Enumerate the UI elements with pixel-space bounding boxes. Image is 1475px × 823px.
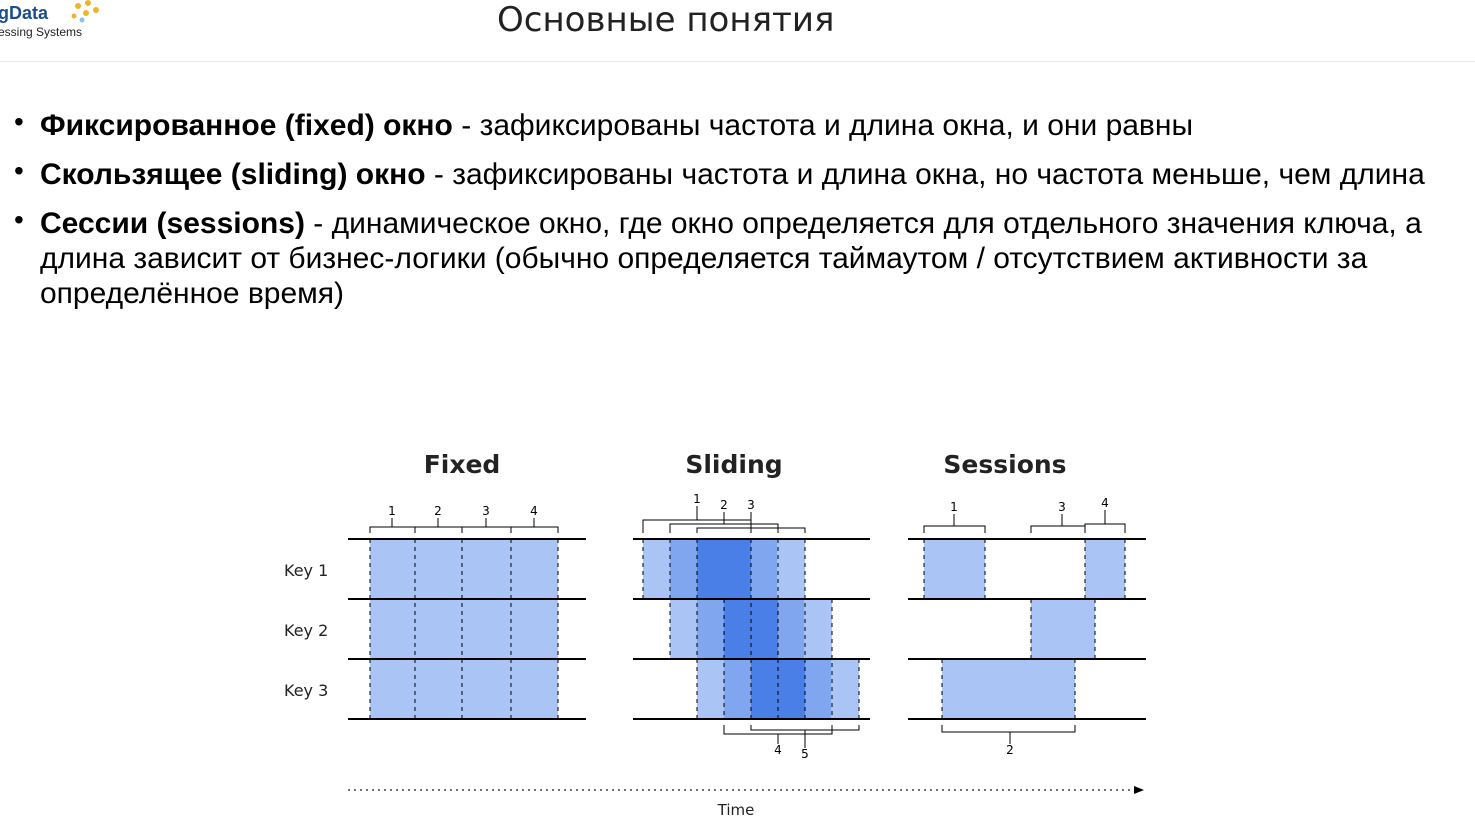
panel-title-sessions: Sessions (943, 450, 1066, 479)
bullet-separator: - (304, 207, 332, 240)
session-window (1085, 539, 1125, 599)
window-label: 2 (1006, 743, 1014, 757)
logo-brand: gData (0, 3, 49, 23)
session-window (924, 539, 985, 599)
sessions-panel: 1 3 4 2 (908, 496, 1146, 757)
bullet-sessions: Сессии (sessions) - динамическое окно, г… (14, 202, 1464, 311)
window-label: 3 (482, 504, 490, 518)
window-label: 4 (1101, 496, 1109, 510)
logo-dots-icon (71, 0, 99, 23)
bullet-text: зафиксированы частота и длина окна, и он… (479, 109, 1193, 142)
bullet-fixed: Фиксированное (fixed) окно - зафиксирова… (14, 104, 1464, 143)
page-title: Основные понятия (497, 0, 835, 40)
header-divider (0, 61, 1475, 62)
bullet-term: Фиксированное (fixed) окно (40, 109, 453, 142)
sliding-panel: 1 2 3 4 5 (633, 492, 870, 761)
bullet-text: динамическое окно, где окно определяется… (40, 207, 1422, 310)
window-label: 3 (1058, 500, 1066, 514)
window-label: 4 (774, 743, 782, 757)
panel-title-sliding: Sliding (685, 450, 782, 479)
key-label: Key 1 (284, 561, 328, 580)
window-label: 1 (950, 500, 958, 514)
window-label: 5 (801, 747, 809, 761)
bullet-separator: - (452, 109, 480, 142)
window-label: 3 (747, 498, 755, 512)
key-label: Key 3 (284, 681, 328, 700)
time-arrow-icon (1134, 786, 1144, 794)
window-label: 1 (388, 504, 396, 518)
windowing-diagram: Fixed Sliding Sessions Key 1 Key 2 Key 3… (284, 450, 1146, 819)
bullet-list: Фиксированное (fixed) окно - зафиксирова… (14, 104, 1464, 325)
key-label: Key 2 (284, 621, 328, 640)
panel-title-fixed: Fixed (424, 450, 501, 479)
bullet-term: Сессии (sessions) (40, 207, 305, 240)
session-window (1031, 599, 1095, 659)
bullet-text: зафиксированы частота и длина окна, но ч… (452, 158, 1425, 191)
window-label: 4 (530, 504, 538, 518)
time-label: Time (717, 801, 755, 819)
window-label: 2 (434, 504, 442, 518)
bullet-term: Скользящее (sliding) окно (40, 158, 426, 191)
logo: gData essing Systems (0, 0, 120, 46)
bullet-sliding: Скользящее (sliding) окно - зафиксирован… (14, 153, 1464, 192)
logo-subtitle: essing Systems (0, 25, 83, 39)
session-window (942, 659, 1075, 719)
fixed-window (370, 539, 558, 719)
fixed-panel: 1 2 3 4 (348, 504, 586, 720)
window-label: 1 (693, 492, 701, 506)
bullet-separator: - (425, 158, 453, 191)
window-label: 2 (720, 498, 728, 512)
